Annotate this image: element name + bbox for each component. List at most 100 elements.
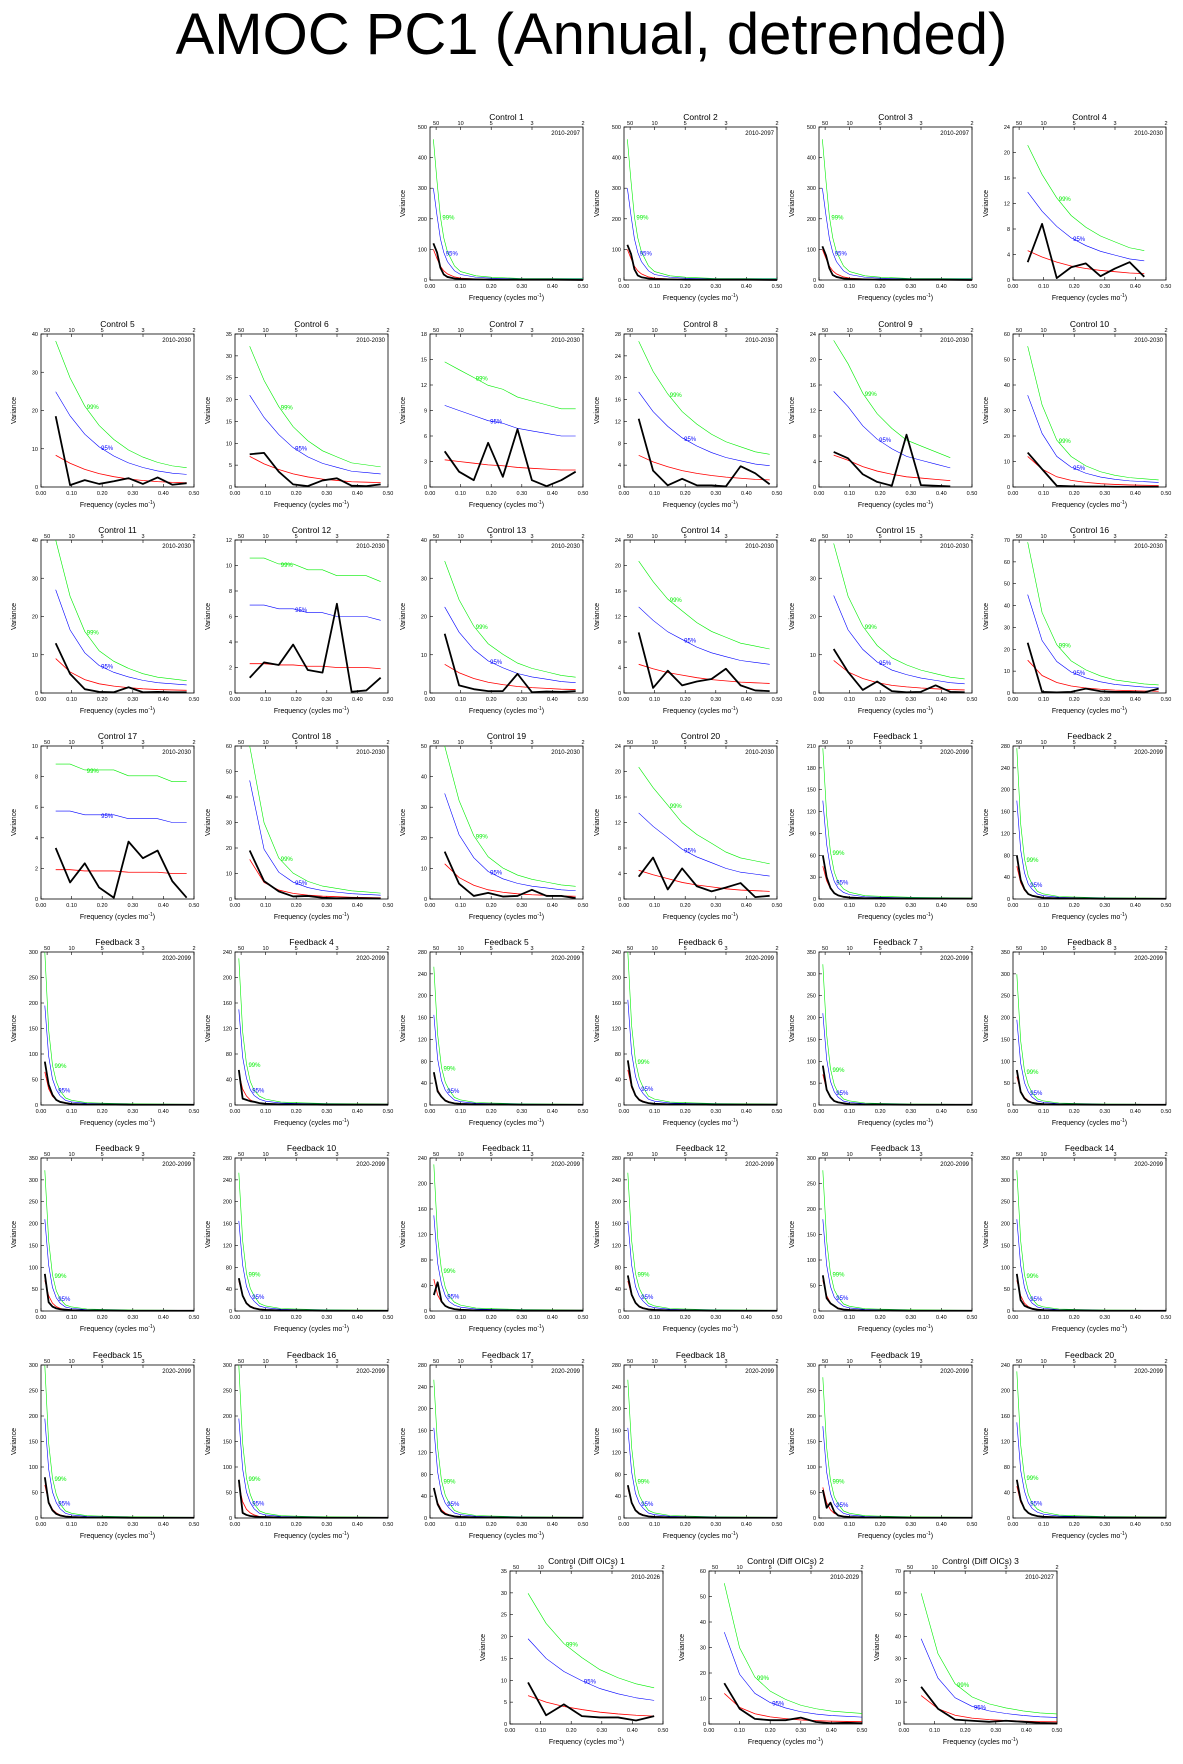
period-tick-label: 50	[907, 1565, 913, 1571]
period-tick-label: 2	[581, 1359, 584, 1365]
x-tick-label: 0.20	[680, 1315, 691, 1321]
y-tick-label: 50	[810, 1284, 816, 1290]
panel-title: Feedback 11	[482, 1143, 531, 1153]
period-tick-label: 5	[101, 740, 104, 746]
x-axis-label-main: Frequency (cycles mo	[80, 502, 149, 509]
ci95-annotation: 95%	[1073, 237, 1086, 243]
x-tick-label: 0.00	[425, 491, 436, 497]
y-axis-label: Variance	[594, 1015, 601, 1042]
ci95-line	[55, 810, 187, 823]
x-axis-label: Frequency (cycles mo-1)	[274, 706, 349, 715]
period-tick-label: 10	[458, 946, 464, 952]
period-tick-label: 2	[1164, 1359, 1167, 1365]
spectrum-chart: Control 17 2010-2030 0.00 0.10 0.20 0.30 0.40 0…	[11, 731, 199, 921]
x-tick-label: 0.20	[680, 1109, 691, 1115]
period-tick-label: 5	[295, 740, 298, 746]
y-tick-label: 0	[1007, 485, 1010, 491]
x-tick-label: 0.30	[795, 1728, 806, 1734]
x-tick-label: 0.40	[352, 1109, 363, 1115]
y-tick-label: 40	[895, 1635, 901, 1641]
x-tick-label: 0.30	[127, 1522, 138, 1528]
period-tick-label: 3	[1113, 1359, 1116, 1365]
x-axis-label-exponent: -1	[926, 912, 931, 918]
x-tick-label: 0.20	[1069, 1522, 1080, 1528]
y-tick-label: 160	[612, 1222, 621, 1228]
period-tick-label: 10	[263, 1359, 269, 1365]
y-tick-label: 200	[29, 1414, 38, 1420]
x-tick-label: 0.50	[1052, 1728, 1063, 1734]
period-tick-label: 50	[513, 1565, 519, 1571]
year-range-label: 2010-2030	[162, 544, 191, 550]
plot-frame	[1012, 1157, 1167, 1312]
year-range-label: 2020-2099	[551, 1369, 580, 1375]
x-axis-label: Frequency (cycles mo-1)	[748, 1737, 823, 1746]
ci99-line	[920, 1593, 1058, 1715]
ci95-line	[1027, 395, 1159, 483]
period-tick-label: 50	[822, 946, 828, 952]
red-noise-line	[44, 1280, 195, 1312]
x-axis-label: Frequency (cycles mo-1)	[469, 1531, 544, 1540]
x-tick-label: 0.10	[1038, 1109, 1049, 1115]
spectrum-line	[833, 433, 951, 488]
period-tick-label: 2	[1164, 121, 1167, 127]
spectrum-panel: Control 11 2010-2030 0.00 0.10 0.20 0.30 0.40 0…	[3, 522, 199, 728]
x-axis-label: Frequency (cycles mo-1)	[1052, 1118, 1127, 1127]
y-axis-label: Variance	[400, 1221, 407, 1248]
spectrum-line	[432, 1487, 583, 1519]
panel-title: Control 17	[98, 731, 137, 741]
ci95-annotation: 95%	[836, 1296, 849, 1302]
y-tick-label: 0	[35, 1516, 38, 1522]
x-tick-label: 0.00	[814, 1109, 825, 1115]
period-tick-label: 10	[263, 1152, 269, 1158]
ci99-line	[55, 340, 187, 468]
period-tick-label: 3	[919, 534, 922, 540]
spectrum-panel: Feedback 11 2020-2099 0.00 0.10 0.20 0.30 0.40…	[392, 1140, 588, 1346]
y-tick-label: 24	[615, 744, 621, 750]
spectrum-panel: Control 16 2010-2030 0.00 0.10 0.20 0.30 0.40 0…	[975, 522, 1171, 728]
x-tick-label: 0.50	[772, 1315, 783, 1321]
spectrum-line	[443, 851, 576, 899]
x-axis-label-exponent: -1	[148, 1118, 153, 1124]
x-tick-label: 0.20	[875, 1109, 886, 1115]
spectrum-panel: Control 12 2010-2030 0.00 0.10 0.20 0.30 0.40 0…	[197, 522, 393, 728]
period-tick-label: 5	[684, 946, 687, 952]
x-axis-label: Frequency (cycles mo-1)	[80, 1324, 155, 1333]
x-tick-label: 0.50	[1161, 1315, 1172, 1321]
x-tick-label: 0.50	[967, 1522, 978, 1528]
ci99-annotation: 99%	[670, 393, 683, 399]
y-tick-label: 150	[29, 1440, 38, 1446]
y-tick-label: 35	[501, 1569, 507, 1575]
ci95-annotation: 95%	[684, 848, 697, 854]
period-tick-label: 5	[879, 328, 882, 334]
x-tick-label: 0.00	[814, 284, 825, 290]
y-tick-label: 120	[612, 1243, 621, 1249]
y-tick-label: 280	[612, 1363, 621, 1369]
spectrum-line	[821, 1275, 972, 1312]
x-axis-label: Frequency (cycles mo-1)	[663, 912, 738, 921]
x-axis-label-exponent: -1	[1120, 1531, 1125, 1537]
ci99-annotation: 99%	[1026, 1476, 1039, 1482]
plot-frame	[708, 1570, 863, 1725]
ci99-line	[433, 1164, 584, 1311]
ci99-line	[44, 1170, 195, 1311]
period-tick-label: 5	[295, 1152, 298, 1158]
y-tick-label: 120	[418, 1233, 427, 1239]
y-tick-label: 50	[32, 1078, 38, 1084]
x-axis-label-main: Frequency (cycles mo	[469, 1326, 538, 1333]
y-tick-label: 40	[226, 1078, 232, 1084]
period-tick-label: 10	[847, 740, 853, 746]
x-tick-label: 0.40	[547, 1315, 558, 1321]
y-tick-label: 240	[418, 1385, 427, 1391]
ci95-annotation: 95%	[640, 251, 653, 257]
x-tick-label: 0.20	[291, 1315, 302, 1321]
spectrum-chart: Feedback 6 2020-2099 0.00 0.10 0.20 0.30 0.40 0…	[594, 937, 782, 1127]
period-tick-label: 50	[712, 1565, 718, 1571]
spectrum-panel: Feedback 19 2020-2099 0.00 0.10 0.20 0.30 0.40…	[781, 1347, 977, 1553]
period-tick-label: 2	[192, 946, 195, 952]
spectrum-line	[920, 1686, 1058, 1725]
period-tick-label: 10	[458, 121, 464, 127]
spectrum-chart: Feedback 2 2020-2099 0.00 0.10 0.20 0.30 0.40 0…	[983, 731, 1171, 921]
x-tick-label: 0.50	[772, 284, 783, 290]
plot-frame	[818, 333, 973, 488]
y-tick-label: 100	[29, 1465, 38, 1471]
